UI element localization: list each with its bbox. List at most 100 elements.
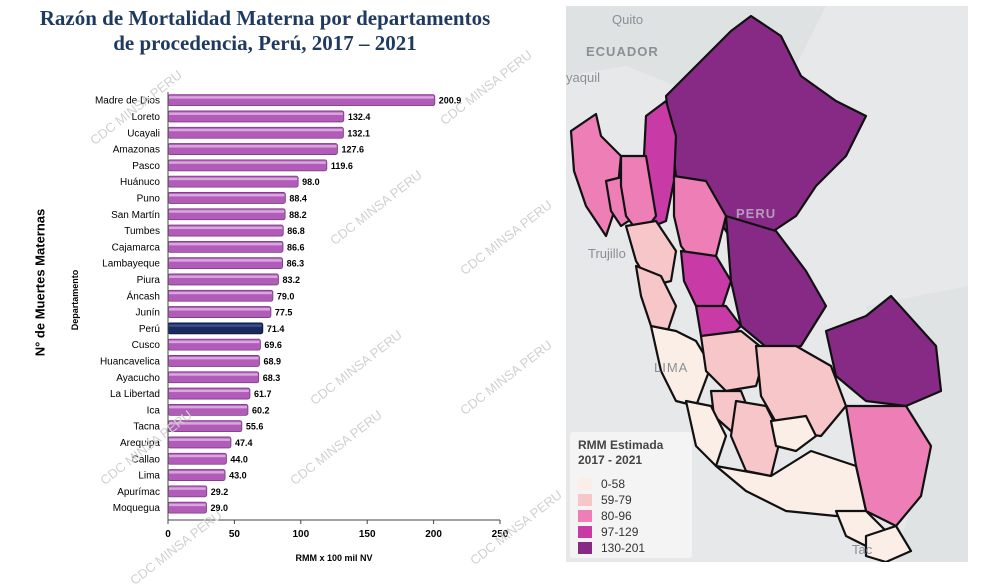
bar-shine [169,96,434,99]
value-label: 119.6 [331,161,353,171]
value-label: 86.3 [287,259,305,269]
chart-title: Razón de Mortalidad Materna por departam… [0,6,530,56]
bar-shine [169,128,343,132]
bar-chart: Madre de Dios 200.9 Loreto 132.4 Ucayali 132.… [95,92,509,563]
bar-shine [169,422,241,425]
value-label: 69.6 [264,340,282,350]
x-axis-label: RMM x 100 mil NV [295,553,372,563]
legend-label: 0-58 [601,476,626,491]
value-label: 29.2 [211,487,229,497]
legend-item: 130-201 [578,540,645,555]
bar-shine [169,454,226,458]
x-tick-label: 100 [292,529,309,540]
legend-swatch [578,541,592,554]
category-label: Huancavelica [100,356,160,367]
legend-swatch [578,509,592,522]
bar-shine [169,193,285,197]
legend-item: 80-96 [578,508,632,523]
value-label: 127.6 [341,145,364,155]
bar-shine [169,259,282,262]
bar-shine [169,145,337,148]
value-label: 68.9 [263,356,281,366]
value-label: 88.2 [289,210,307,220]
x-tick-label: 150 [359,529,376,540]
map-label-ecuador: ECUADOR [586,44,659,59]
category-label: La Libertad [110,389,160,400]
category-label: Madre de Dios [95,96,160,107]
bar-shine [169,324,262,327]
category-label: Amazonas [113,145,160,156]
bar-shine [169,242,283,246]
map-label-tacna: Tac [852,542,873,557]
legend-label: 80-96 [601,508,632,523]
value-label: 77.5 [275,308,293,318]
value-label: 61.7 [254,389,272,399]
bar-shine [169,503,206,507]
bar-shine [169,373,258,376]
bar-shine [169,389,249,393]
bar-shine [169,112,343,115]
x-tick-label: 50 [229,529,241,540]
bar-shine [169,438,230,441]
value-label: 83.2 [282,275,300,285]
bar-shine [169,405,247,409]
value-label: 132.1 [347,128,370,138]
bar-shine [169,210,285,213]
category-label: Apurímac [117,487,160,498]
value-label: 29.0 [211,503,229,513]
map-legend: RMM Estimada 2017 - 2021 0-58 59-79 80-96 9… [570,432,692,558]
bar-shine [169,340,260,344]
bar-shine [169,308,270,311]
region-tacna [864,524,913,562]
value-label: 55.6 [246,422,264,432]
value-label: 68.3 [263,373,281,383]
category-label: Ayacucho [116,373,160,384]
value-label: 88.4 [289,193,307,203]
bar-shine [169,177,298,181]
category-label: Huánuco [120,177,160,188]
legend-label: 97-129 [601,524,639,539]
legend-label: 59-79 [601,492,632,507]
category-label: Arequipa [120,438,160,449]
category-label: Loreto [132,112,161,123]
legend-swatch [578,525,592,538]
value-label: 71.4 [267,324,285,334]
category-label: Pasco [132,161,160,172]
legend-swatch [578,477,592,490]
region-apurimac [769,414,818,453]
legend-item: 0-58 [578,476,625,491]
category-label: San Martín [111,210,160,221]
legend-item: 97-129 [578,524,638,539]
value-label: 60.2 [252,405,270,415]
legend-title-line-1: RMM Estimada [578,438,664,452]
value-label: 86.8 [287,226,305,236]
bar-shine [169,161,326,164]
choropleth-map: Quito ECUADOR yaquil PERU Trujillo LIMA … [566,6,968,562]
legend-label: 130-201 [601,540,646,555]
category-label: Ucayali [127,128,160,139]
region-la-libertad [624,219,678,288]
bar-shine [169,291,272,295]
value-label: 47.4 [235,438,253,448]
category-label: Tumbes [124,226,160,237]
bar-shine [169,356,259,360]
map-label-guayaquil: yaquil [566,70,600,85]
value-label: 200.9 [439,96,462,106]
category-label: Cajamarca [112,242,161,253]
map-label-trujillo: Trujillo [588,246,626,261]
region-cusco [754,344,848,438]
region-lima [649,324,713,408]
value-label: 132.4 [348,112,371,122]
value-label: 86.6 [287,242,305,252]
value-label: 44.0 [230,454,248,464]
region-madre-de-dios [824,294,943,408]
category-label: Tacna [133,422,160,433]
chart-title-line-2: de procedencia, Perú, 2017 – 2021 [113,31,417,55]
value-label: 79.0 [277,291,295,301]
category-label: Lima [138,471,160,482]
bar-shine [169,487,206,490]
legend-title: RMM Estimada 2017 - 2021 [570,432,692,468]
category-label: Piura [137,275,161,286]
category-label: Moquegua [113,503,161,514]
map-label-quito: Quito [612,12,644,27]
